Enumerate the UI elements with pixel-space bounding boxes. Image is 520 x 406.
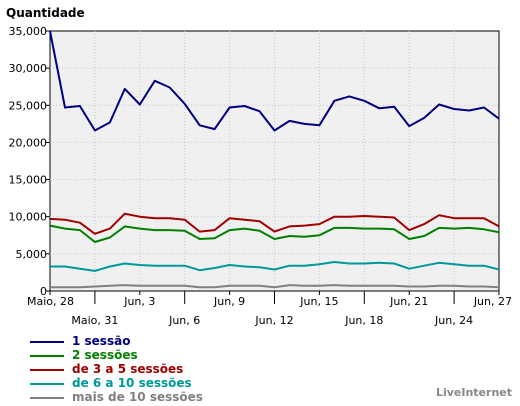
- series-line-4: [50, 284, 500, 289]
- x-tick-label: Jun, 27: [473, 295, 512, 308]
- brand-label: LiveInternet: [435, 386, 512, 399]
- series-line-1: [49, 224, 500, 243]
- x-tick-label: Jun, 24: [434, 314, 473, 327]
- y-tick-label: 5,000: [16, 248, 48, 261]
- x-tick-label: Jun, 12: [254, 314, 293, 327]
- y-tick-label: 30,000: [9, 62, 48, 75]
- legend-swatch: [30, 397, 64, 399]
- x-tick-label: Jun, 6: [168, 314, 200, 327]
- y-tick-label: 10,000: [9, 211, 48, 224]
- legend-label: 2 sessões: [72, 348, 138, 362]
- x-tick-label: Jun, 15: [299, 295, 338, 308]
- x-tick-label: Jun, 9: [213, 295, 245, 308]
- legend-label: 1 sessão: [72, 334, 131, 348]
- y-tick-label: 20,000: [9, 136, 48, 149]
- legend-swatch: [30, 341, 64, 343]
- x-tick-label: Jun, 18: [344, 314, 383, 327]
- legend-label: mais de 10 sessões: [72, 390, 203, 404]
- legend-swatch: [30, 383, 64, 385]
- x-tick-label: Maio, 31: [71, 314, 118, 327]
- series-lines: [49, 30, 500, 289]
- x-tick-label: Jun, 21: [389, 295, 428, 308]
- y-axis-label: Quantidade: [6, 6, 85, 20]
- series-line-3: [50, 261, 500, 272]
- y-tick-label: 15,000: [9, 174, 48, 187]
- series-line-0: [49, 30, 500, 132]
- legend-label: de 3 a 5 sessões: [72, 362, 184, 376]
- x-tick-label: Maio, 28: [27, 295, 74, 308]
- legend-swatch: [30, 369, 64, 371]
- legend-label: de 6 a 10 sessões: [72, 376, 192, 390]
- legend-swatch: [30, 355, 64, 357]
- y-tick-label: 25,000: [9, 99, 48, 112]
- y-tick-label: 35,000: [9, 25, 48, 38]
- series-line-2: [49, 212, 500, 235]
- x-axis: Maio, 28 Maio, 31 Jun, 3 Jun, 6 Jun, 9 Jun, 1…: [27, 291, 512, 327]
- y-tick-label: 0: [40, 285, 47, 298]
- grid-lines: [50, 31, 499, 291]
- x-tick-label: Jun, 3: [123, 295, 155, 308]
- y-axis: 0 5,000 10,000 15,000 20,000 25,000 30,000 35,0…: [9, 25, 50, 298]
